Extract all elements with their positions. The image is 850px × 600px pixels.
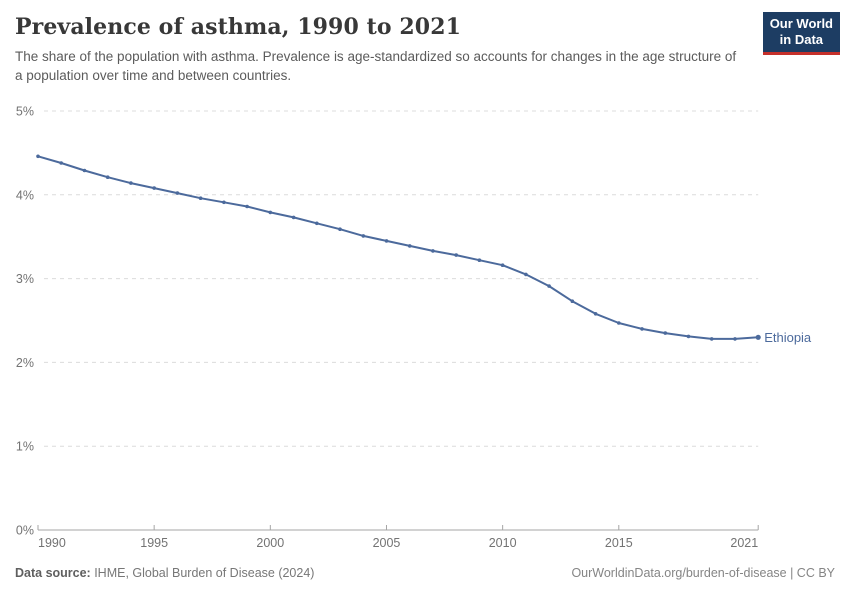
y-axis-label: 1% [16, 440, 34, 454]
y-axis-label: 3% [16, 272, 34, 286]
data-source-label: Data source: [15, 566, 91, 580]
data-point[interactable] [152, 186, 156, 190]
data-point[interactable] [36, 154, 40, 159]
data-point[interactable] [524, 272, 528, 277]
y-axis-label: 5% [16, 105, 34, 119]
data-point[interactable] [431, 249, 435, 253]
data-point[interactable] [686, 334, 691, 339]
x-axis-label: 1995 [140, 536, 168, 550]
y-axis-label: 4% [16, 188, 34, 202]
x-axis-label: 2021 [730, 536, 758, 550]
data-line-ethiopia[interactable] [37, 155, 760, 340]
data-point[interactable] [291, 215, 296, 220]
owid-logo-line2: in Data [779, 32, 824, 48]
x-axis-label: 2000 [256, 536, 284, 550]
data-point[interactable] [82, 168, 87, 173]
data-point[interactable] [663, 331, 668, 335]
data-point[interactable] [617, 321, 621, 325]
data-point[interactable] [245, 204, 249, 209]
chart-subtitle: The share of the population with asthma.… [15, 49, 737, 84]
data-point[interactable] [755, 334, 761, 340]
credit-link[interactable]: OurWorldinData.org/burden-of-disease | C… [571, 566, 835, 580]
data-point[interactable] [547, 284, 551, 288]
page-title: Prevalence of asthma, 1990 to 2021 [15, 14, 462, 40]
x-axis-label: 2005 [373, 536, 401, 550]
data-point[interactable] [198, 196, 203, 200]
chart-header: Prevalence of asthma, 1990 to 2021 Our W… [15, 12, 840, 86]
owid-logo-line1: Our World [769, 16, 833, 31]
x-axis-label: 2015 [605, 536, 633, 550]
owid-logo[interactable]: Our World in Data [762, 12, 840, 55]
data-point[interactable] [709, 337, 714, 341]
data-point[interactable] [315, 221, 319, 226]
data-point[interactable] [59, 161, 63, 165]
data-source-value: IHME, Global Burden of Disease (2024) [90, 566, 315, 580]
data-point[interactable] [593, 312, 598, 316]
entity-label-ethiopia[interactable]: Ethiopia [764, 330, 812, 345]
y-axis-label: 2% [16, 356, 34, 370]
chart-footer: Data source: IHME, Global Burden of Dise… [15, 566, 835, 580]
data-point[interactable] [268, 210, 273, 215]
data-point[interactable] [384, 239, 389, 243]
data-point[interactable] [477, 258, 482, 263]
data-point[interactable] [640, 327, 644, 331]
x-axis-label: 1990 [38, 536, 66, 550]
data-point[interactable] [733, 337, 737, 341]
data-point[interactable] [500, 263, 505, 268]
data-source-note: Data source: IHME, Global Burden of Dise… [15, 566, 314, 580]
x-axis-label: 2010 [489, 536, 517, 550]
data-point[interactable] [361, 234, 366, 238]
data-point[interactable] [175, 191, 180, 195]
data-point[interactable] [454, 253, 459, 257]
data-point[interactable] [222, 200, 226, 205]
data-point[interactable] [129, 181, 133, 185]
data-point[interactable] [338, 227, 342, 231]
data-point[interactable] [105, 175, 110, 179]
y-axis-label: 0% [16, 524, 34, 538]
data-point[interactable] [407, 244, 412, 248]
data-point[interactable] [570, 299, 575, 304]
